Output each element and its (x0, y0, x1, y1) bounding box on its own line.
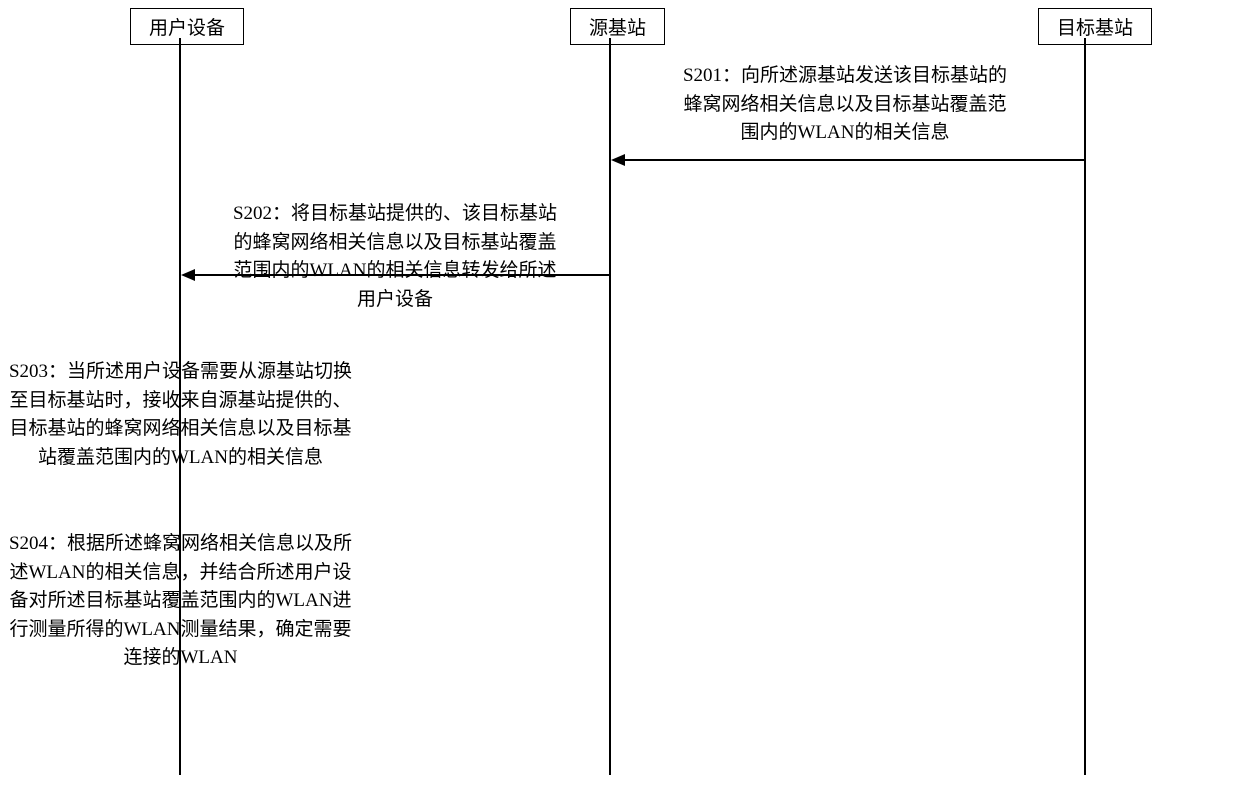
lifeline-source-bs (609, 38, 611, 775)
participant-target-bs: 目标基站 (1038, 8, 1152, 45)
message-s202-text: S202：将目标基站提供的、该目标基站的蜂窝网络相关信息以及目标基站覆盖范围内的… (225, 200, 565, 314)
message-s201-line (624, 159, 1085, 161)
participant-user-device: 用户设备 (130, 8, 244, 45)
self-action-label: S203：当所述用户设备需要从源基站切换至目标基站时，接收来自源基站提供的、目标… (9, 361, 352, 468)
message-s201-arrow (611, 154, 625, 166)
message-s201-text: S201：向所述源基站发送该目标基站的蜂窝网络相关信息以及目标基站覆盖范围内的W… (680, 62, 1010, 148)
participant-label: 源基站 (589, 18, 646, 39)
message-label: S201：向所述源基站发送该目标基站的蜂窝网络相关信息以及目标基站覆盖范围内的W… (683, 65, 1007, 143)
participant-source-bs: 源基站 (570, 8, 665, 45)
participant-label: 用户设备 (149, 18, 225, 39)
participant-label: 目标基站 (1057, 18, 1133, 39)
self-action-label: S204：根据所述蜂窝网络相关信息以及所述WLAN的相关信息，并结合所述用户设备… (9, 533, 352, 668)
self-action-s204: S204：根据所述蜂窝网络相关信息以及所述WLAN的相关信息，并结合所述用户设备… (8, 530, 353, 673)
message-s202-line (194, 274, 610, 276)
message-s202-arrow (181, 269, 195, 281)
message-label: S202：将目标基站提供的、该目标基站的蜂窝网络相关信息以及目标基站覆盖范围内的… (233, 203, 557, 310)
lifeline-target-bs (1084, 38, 1086, 775)
self-action-s203: S203：当所述用户设备需要从源基站切换至目标基站时，接收来自源基站提供的、目标… (8, 358, 353, 472)
